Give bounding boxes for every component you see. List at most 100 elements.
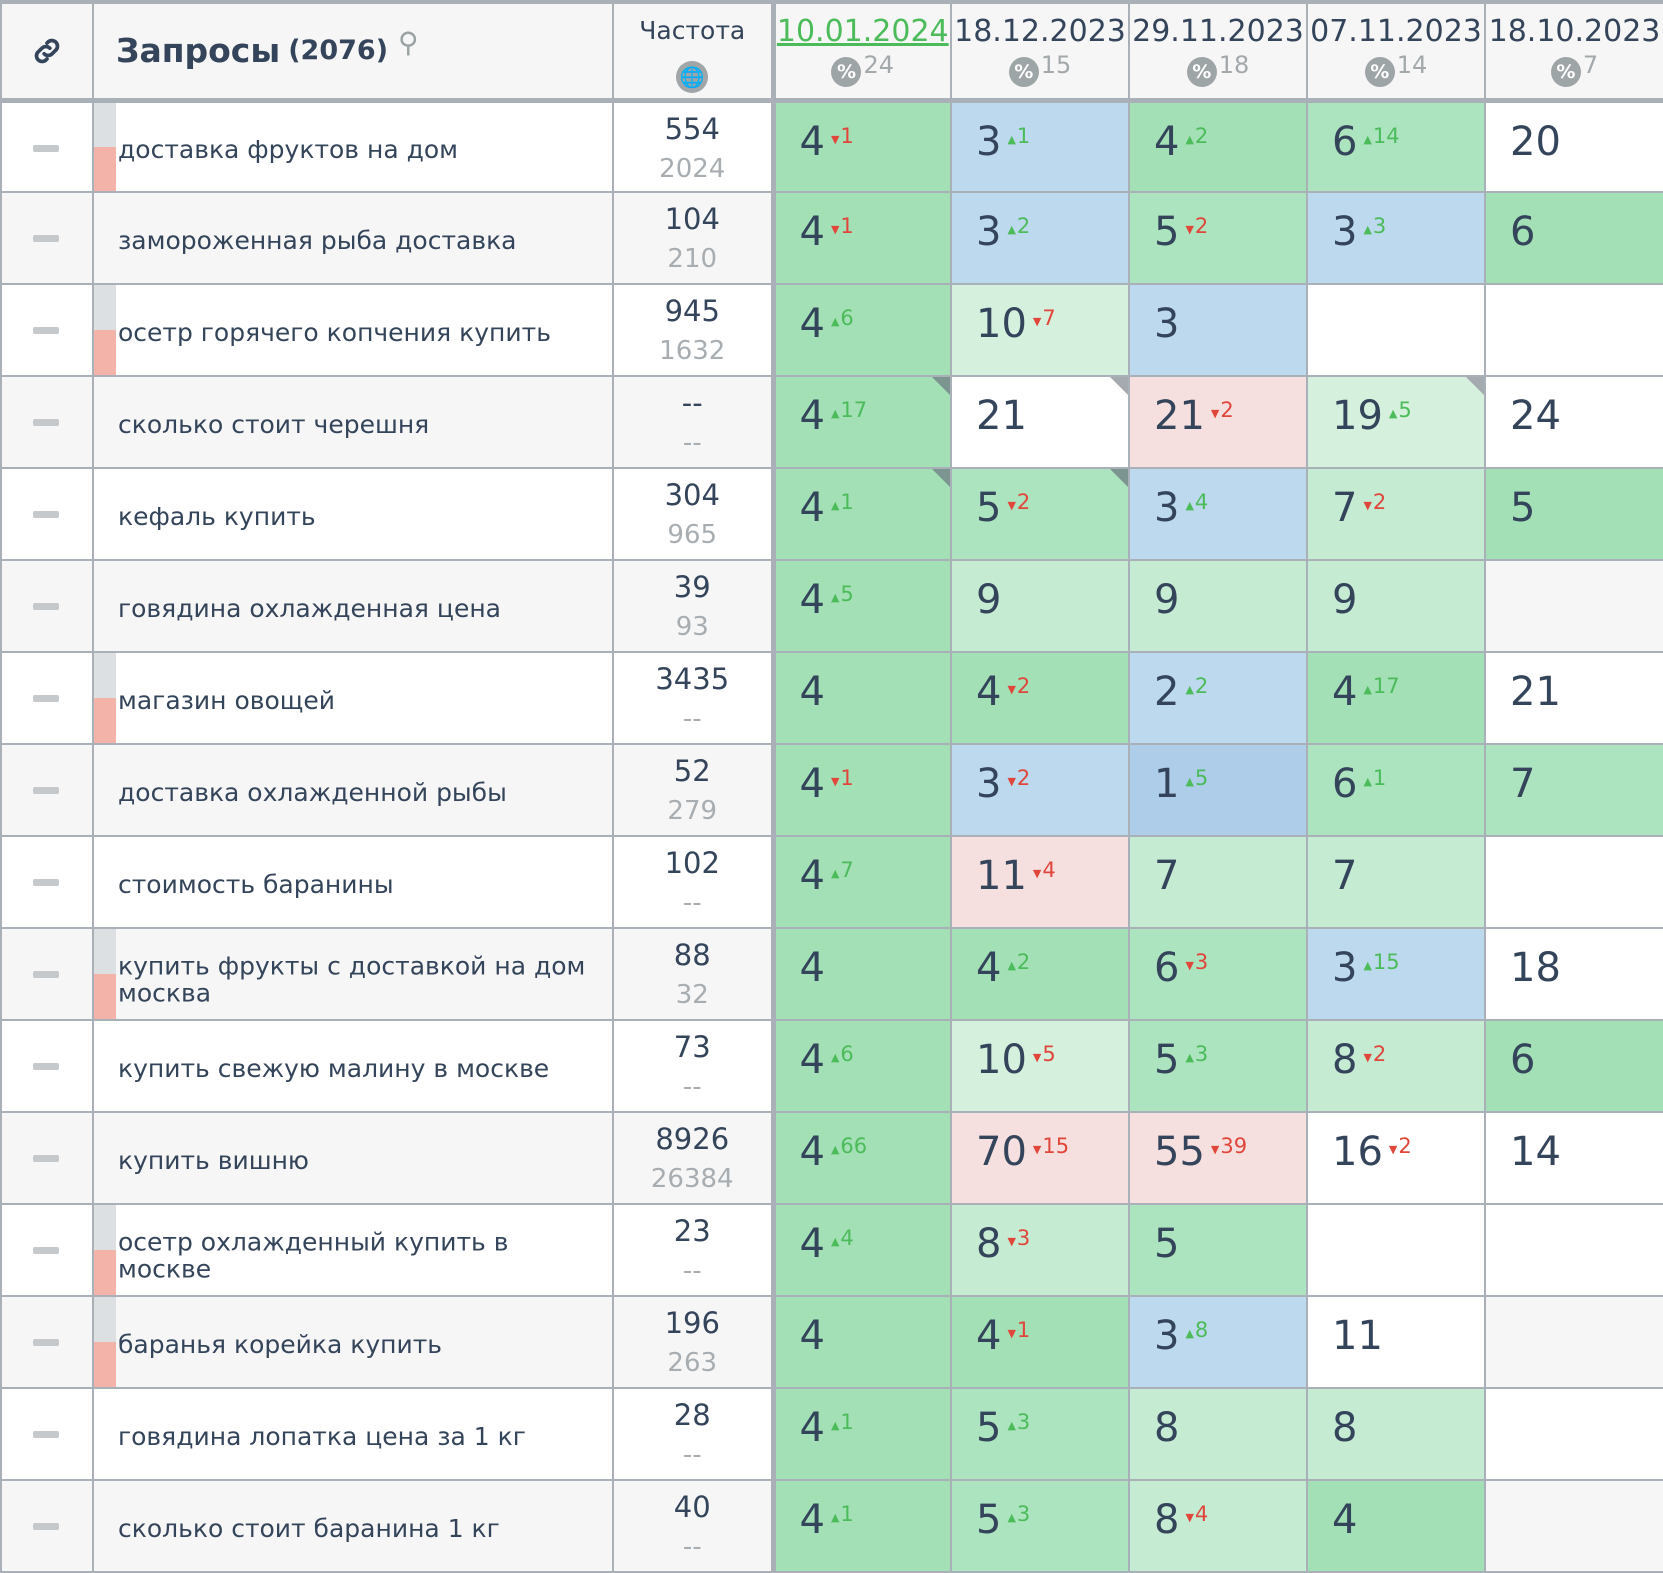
date-column-header[interactable]: 07.11.2023% 14 — [1306, 0, 1486, 103]
minus-icon[interactable] — [33, 1063, 59, 1070]
position-cell[interactable]: 3 ▲4 — [1128, 467, 1308, 561]
row-collapse-cell[interactable] — [0, 651, 94, 745]
position-cell[interactable]: 3 ▲3 — [1306, 191, 1486, 285]
row-collapse-cell[interactable] — [0, 99, 94, 193]
position-cell[interactable]: 4 ▲2 — [1128, 99, 1308, 193]
row-collapse-cell[interactable] — [0, 1387, 94, 1481]
frequency-column-header[interactable]: Частота 🌐 — [612, 0, 776, 103]
position-cell[interactable]: 9 — [950, 559, 1130, 653]
minus-icon[interactable] — [33, 1247, 59, 1254]
position-cell[interactable]: 11 — [1306, 1295, 1486, 1389]
date-column-header[interactable]: 18.10.2023% 7 — [1484, 0, 1663, 103]
query-cell[interactable]: купить фрукты с доставкой на дом москва — [92, 927, 614, 1021]
queries-column-header[interactable]: Запросы (2076) ⚲ — [92, 0, 614, 103]
position-cell[interactable]: 2 ▲2 — [1128, 651, 1308, 745]
position-cell[interactable]: 10 ▼5 — [950, 1019, 1130, 1113]
position-cell[interactable]: 4 ▼2 — [950, 651, 1130, 745]
position-cell[interactable]: 4 ▲17 — [772, 375, 952, 469]
row-collapse-cell[interactable] — [0, 927, 94, 1021]
position-cell[interactable]: 4 ▲5 — [772, 559, 952, 653]
position-cell[interactable]: 3 ▲8 — [1128, 1295, 1308, 1389]
position-cell[interactable]: 5 ▲3 — [950, 1387, 1130, 1481]
position-cell[interactable]: 4 — [1306, 1479, 1486, 1573]
position-cell[interactable]: 4 ▼1 — [772, 743, 952, 837]
position-cell[interactable]: 5 — [1128, 1203, 1308, 1297]
date-column-header[interactable]: 10.01.2024% 24 — [772, 0, 952, 103]
position-cell[interactable]: 11 ▼4 — [950, 835, 1130, 929]
position-cell[interactable]: 5 ▼2 — [1128, 191, 1308, 285]
minus-icon[interactable] — [33, 971, 59, 978]
date-label[interactable]: 10.01.2024 — [776, 14, 949, 49]
position-cell[interactable]: 24 — [1484, 375, 1663, 469]
position-cell[interactable]: 3 ▲1 — [950, 99, 1130, 193]
position-cell[interactable]: 4 ▲7 — [772, 835, 952, 929]
position-cell[interactable]: 5 ▼2 — [950, 467, 1130, 561]
position-cell[interactable] — [1306, 283, 1486, 377]
position-cell[interactable]: 6 — [1484, 191, 1663, 285]
position-cell[interactable] — [1484, 559, 1663, 653]
minus-icon[interactable] — [33, 603, 59, 610]
row-collapse-cell[interactable] — [0, 1203, 94, 1297]
minus-icon[interactable] — [33, 879, 59, 886]
row-collapse-cell[interactable] — [0, 1019, 94, 1113]
row-collapse-cell[interactable] — [0, 835, 94, 929]
row-collapse-cell[interactable] — [0, 1111, 94, 1205]
row-collapse-cell[interactable] — [0, 1295, 94, 1389]
minus-icon[interactable] — [33, 235, 59, 242]
query-cell[interactable]: замороженная рыба доставка — [92, 191, 614, 285]
minus-icon[interactable] — [33, 419, 59, 426]
query-cell[interactable]: кефаль купить — [92, 467, 614, 561]
query-cell[interactable]: говядина лопатка цена за 1 кг — [92, 1387, 614, 1481]
position-cell[interactable]: 3 ▲15 — [1306, 927, 1486, 1021]
position-cell[interactable]: 7 ▼2 — [1306, 467, 1486, 561]
position-cell[interactable]: 55 ▼39 — [1128, 1111, 1308, 1205]
date-label[interactable]: 07.11.2023 — [1310, 14, 1482, 49]
position-cell[interactable] — [1484, 1387, 1663, 1481]
position-cell[interactable]: 4 ▼1 — [772, 191, 952, 285]
position-cell[interactable]: 6 ▼3 — [1128, 927, 1308, 1021]
query-cell[interactable]: баранья корейка купить — [92, 1295, 614, 1389]
position-cell[interactable]: 3 — [1128, 283, 1308, 377]
search-icon[interactable]: ⚲ — [398, 26, 419, 60]
position-cell[interactable]: 5 — [1484, 467, 1663, 561]
position-cell[interactable]: 21 ▼2 — [1128, 375, 1308, 469]
position-cell[interactable] — [1306, 1203, 1486, 1297]
query-cell[interactable]: купить свежую малину в москве — [92, 1019, 614, 1113]
position-cell[interactable]: 7 — [1128, 835, 1308, 929]
row-collapse-cell[interactable] — [0, 283, 94, 377]
query-cell[interactable]: доставка фруктов на дом — [92, 99, 614, 193]
minus-icon[interactable] — [33, 1431, 59, 1438]
minus-icon[interactable] — [33, 1155, 59, 1162]
position-cell[interactable]: 10 ▼7 — [950, 283, 1130, 377]
position-cell[interactable]: 4 ▲4 — [772, 1203, 952, 1297]
date-column-header[interactable]: 29.11.2023% 18 — [1128, 0, 1308, 103]
position-cell[interactable]: 18 — [1484, 927, 1663, 1021]
position-cell[interactable]: 4 — [772, 927, 952, 1021]
minus-icon[interactable] — [33, 695, 59, 702]
link-icon[interactable] — [2, 4, 92, 98]
query-cell[interactable]: купить вишню — [92, 1111, 614, 1205]
position-cell[interactable]: 4 ▼1 — [950, 1295, 1130, 1389]
position-cell[interactable]: 3 ▼2 — [950, 743, 1130, 837]
minus-icon[interactable] — [33, 327, 59, 334]
position-cell[interactable]: 4 ▲2 — [950, 927, 1130, 1021]
position-cell[interactable]: 7 — [1484, 743, 1663, 837]
row-collapse-cell[interactable] — [0, 743, 94, 837]
query-cell[interactable]: стоимость баранины — [92, 835, 614, 929]
position-cell[interactable]: 9 — [1128, 559, 1308, 653]
position-cell[interactable]: 5 ▲3 — [1128, 1019, 1308, 1113]
query-cell[interactable]: осетр горячего копчения купить — [92, 283, 614, 377]
position-cell[interactable] — [1484, 283, 1663, 377]
position-cell[interactable]: 9 — [1306, 559, 1486, 653]
position-cell[interactable]: 16 ▼2 — [1306, 1111, 1486, 1205]
position-cell[interactable]: 8 — [1128, 1387, 1308, 1481]
position-cell[interactable]: 4 ▼1 — [772, 99, 952, 193]
position-cell[interactable] — [1484, 1203, 1663, 1297]
position-cell[interactable]: 4 ▲6 — [772, 283, 952, 377]
position-cell[interactable]: 3 ▲2 — [950, 191, 1130, 285]
position-cell[interactable]: 4 — [772, 1295, 952, 1389]
position-cell[interactable]: 4 ▲1 — [772, 467, 952, 561]
position-cell[interactable]: 4 ▲66 — [772, 1111, 952, 1205]
position-cell[interactable]: 70 ▼15 — [950, 1111, 1130, 1205]
position-cell[interactable]: 19 ▲5 — [1306, 375, 1486, 469]
